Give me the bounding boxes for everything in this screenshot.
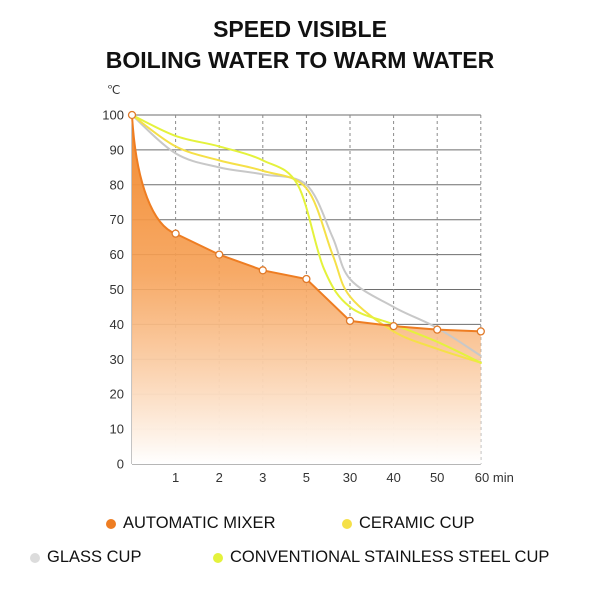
y-axis-ticks: 0 10 20 30 40 50 60 70 80 90 100 — [102, 108, 124, 472]
x-tick-label: 5 — [303, 470, 310, 485]
legend-dot-lime — [213, 552, 223, 563]
y-tick-label: 20 — [110, 387, 124, 402]
legend-dot-yellow — [342, 518, 352, 529]
y-tick-label: 80 — [110, 177, 124, 192]
mixer-point-2 — [215, 250, 224, 259]
legend-label: GLASS CUP — [47, 548, 142, 566]
x-tick-label: 1 — [172, 470, 179, 485]
series-lines — [131, 114, 482, 364]
legend-label: CERAMIC CUP — [359, 514, 475, 532]
y-axis-unit-label: ℃ — [107, 83, 120, 97]
legend-automatic-mixer: AUTOMATIC MIXER — [106, 514, 275, 533]
x-tick-label: 2 — [216, 470, 223, 485]
y-tick-label: 90 — [110, 142, 124, 157]
y-tick-label: 70 — [110, 212, 124, 227]
mixer-markers — [127, 110, 485, 336]
legend-label: AUTOMATIC MIXER — [123, 514, 276, 532]
y-tick-label: 30 — [110, 352, 124, 367]
x-tick-label: 3 — [259, 470, 266, 485]
mixer-point-6 — [389, 321, 398, 331]
x-axis-ticks: 1 2 3 5 30 40 50 60 min — [172, 470, 514, 485]
series-line-ceramic-cup — [131, 114, 482, 364]
series-line-glass-cup — [131, 114, 482, 357]
legend-glass-cup: GLASS CUP — [30, 548, 141, 567]
legend-label: CONVENTIONAL STAINLESS STEEL CUP — [230, 548, 550, 566]
x-tick-label: 30 — [343, 470, 357, 485]
mixer-area-shape — [132, 115, 481, 464]
mixer-point-5 — [345, 316, 355, 326]
mixer-point-7 — [433, 325, 442, 334]
x-tick-label: 60 min — [475, 470, 514, 485]
chart-title-line-1: SPEED VISIBLE — [213, 16, 387, 42]
y-tick-label: 40 — [110, 317, 124, 332]
series-line-automatic-mixer — [131, 114, 481, 333]
mixer-point-4 — [302, 274, 311, 284]
mixer-area-fill — [132, 115, 481, 464]
chart-title-line-2: BOILING WATER TO WARM WATER — [105, 47, 495, 73]
mixer-point-3 — [258, 266, 267, 275]
series-line-conventional-stainless-steel-cup — [131, 114, 482, 364]
legend-dot-gray — [30, 552, 40, 563]
mixer-point-8 — [476, 327, 485, 336]
x-tick-label: 40 — [386, 470, 400, 485]
legend-dot-orange — [106, 518, 116, 529]
y-tick-label: 50 — [110, 282, 124, 297]
y-tick-label: 60 — [110, 247, 124, 262]
mixer-point-1 — [171, 229, 180, 238]
legend-ceramic-cup: CERAMIC CUP — [342, 514, 475, 533]
x-tick-label: 50 — [430, 470, 444, 485]
y-tick-label: 10 — [110, 422, 124, 437]
legend-stainless-steel-cup: CONVENTIONAL STAINLESS STEEL CUP — [213, 548, 549, 567]
y-tick-label: 100 — [102, 108, 124, 123]
y-tick-label: 0 — [117, 457, 124, 472]
mixer-point-0 — [127, 110, 137, 120]
